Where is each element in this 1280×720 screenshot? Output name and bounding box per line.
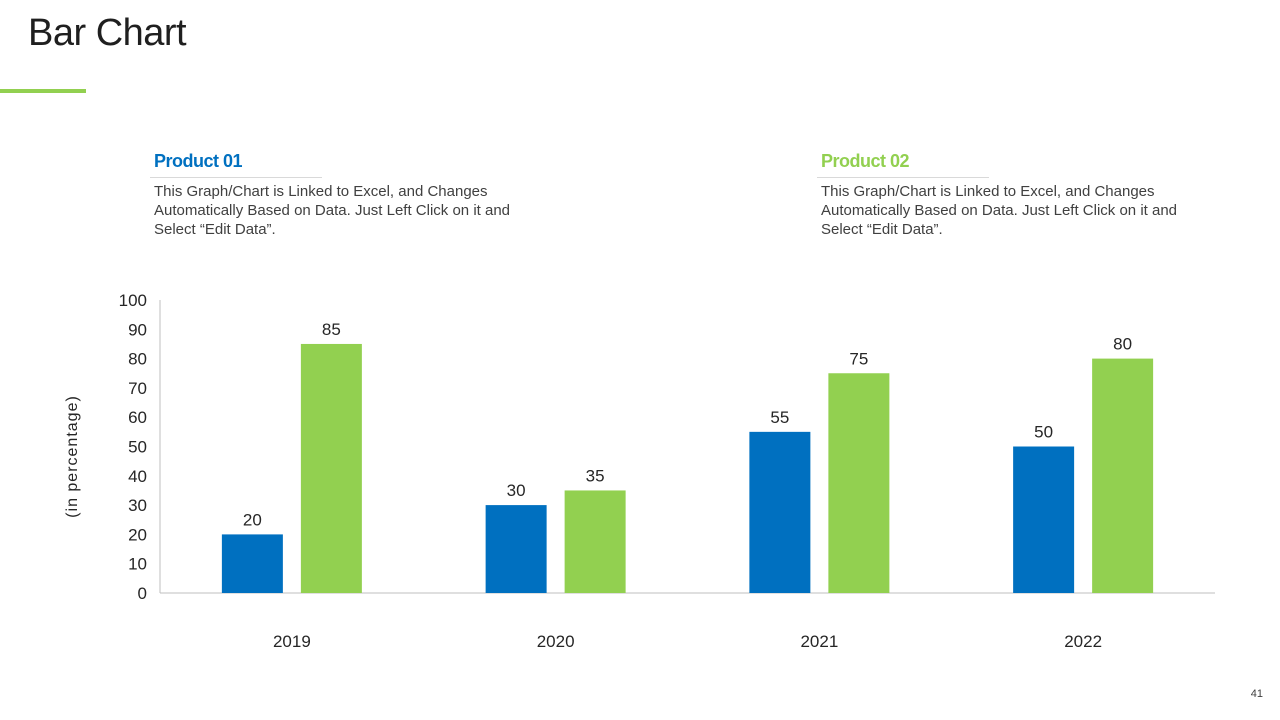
data-label: 35	[586, 466, 605, 485]
x-tick-label: 2021	[800, 632, 838, 651]
legend-product-02: Product 02 This Graph/Chart is Linked to…	[817, 151, 1191, 239]
bar-product-02	[564, 490, 626, 593]
legend-heading-product-02: Product 02	[821, 151, 910, 171]
page-number: 41	[1250, 688, 1263, 700]
legend-divider	[817, 177, 989, 178]
x-tick-label: 2019	[273, 632, 311, 651]
legend-divider	[150, 177, 322, 178]
data-label: 20	[243, 510, 262, 529]
x-tick-label: 2022	[1064, 632, 1102, 651]
y-tick-label: 10	[128, 555, 147, 574]
y-tick-label: 30	[128, 496, 147, 515]
bar-product-01	[485, 505, 547, 593]
y-axis-title: (in percentage)	[64, 395, 81, 518]
legend-product-01: Product 01 This Graph/Chart is Linked to…	[150, 151, 524, 239]
y-tick-label: 40	[128, 467, 147, 486]
data-label: 80	[1113, 335, 1132, 354]
bar-product-01	[1013, 446, 1075, 593]
y-tick-label: 80	[128, 350, 147, 369]
legend-description-product-02: This Graph/Chart is Linked to Excel, and…	[821, 183, 1178, 238]
data-label: 75	[849, 349, 868, 368]
y-tick-label: 70	[128, 379, 147, 398]
data-label: 50	[1034, 423, 1053, 442]
bar-product-01	[221, 534, 283, 593]
legend-heading-product-01: Product 01	[154, 151, 243, 171]
y-tick-label: 0	[138, 584, 147, 603]
data-label: 55	[770, 408, 789, 427]
page-title: Bar Chart	[28, 12, 187, 54]
y-tick-label: 50	[128, 438, 147, 457]
title-underline	[0, 89, 86, 93]
y-tick-label: 20	[128, 525, 147, 544]
bar-product-02	[1092, 358, 1154, 593]
data-label: 30	[507, 481, 526, 500]
legend-description-product-01: This Graph/Chart is Linked to Excel, and…	[154, 183, 511, 238]
bar-product-02	[300, 343, 362, 593]
y-tick-label: 60	[128, 408, 147, 427]
data-label: 85	[322, 320, 341, 339]
bar-product-02	[828, 373, 890, 593]
bar-product-01	[749, 431, 811, 593]
x-tick-label: 2020	[537, 632, 575, 651]
y-tick-label: 90	[128, 320, 147, 339]
y-tick-label: 100	[119, 291, 147, 310]
